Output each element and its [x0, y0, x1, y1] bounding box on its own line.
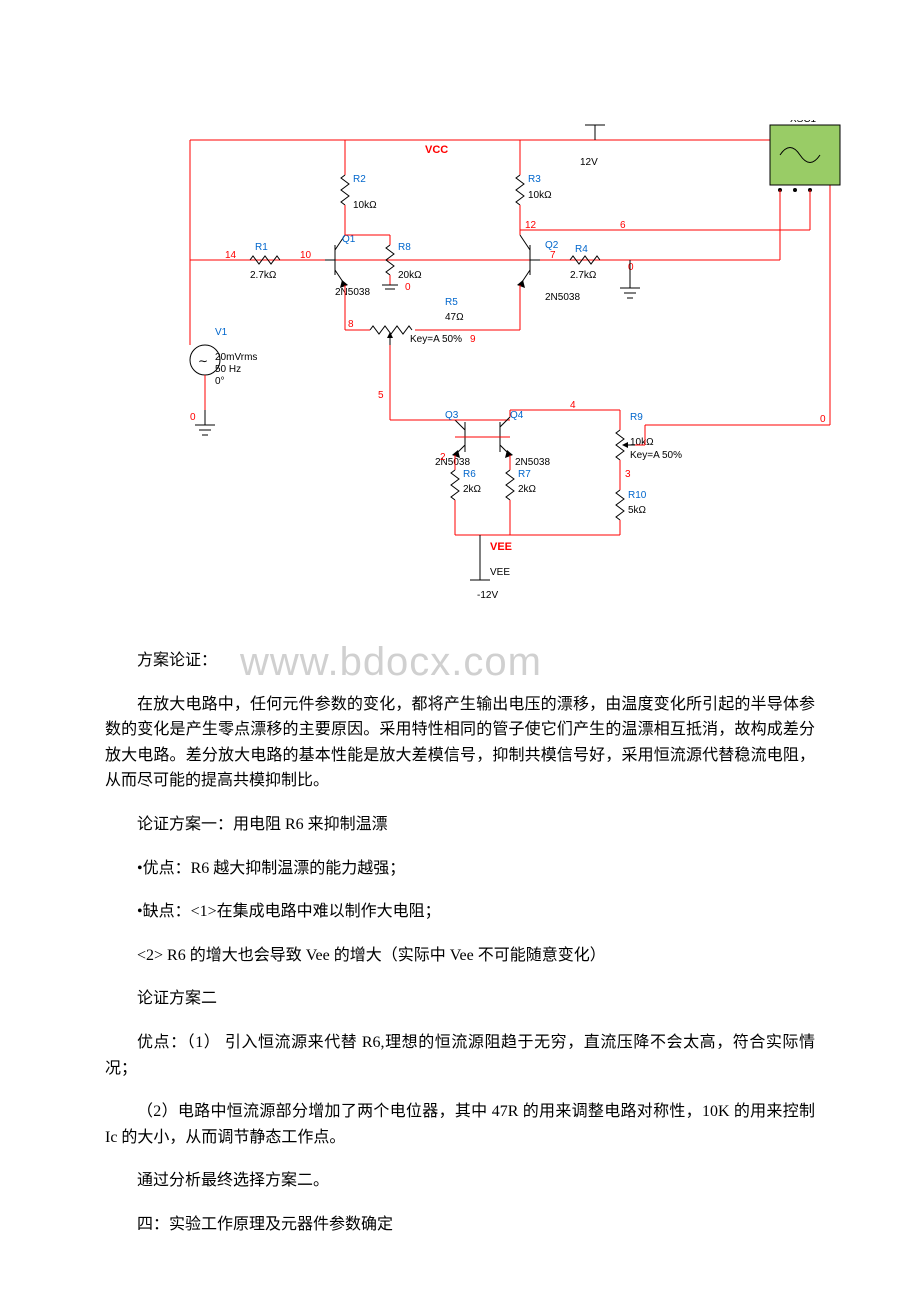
- r9-val: 10kΩ: [630, 437, 654, 448]
- node-12: 12: [525, 220, 537, 231]
- vcc-top-label: VCC: [580, 120, 601, 123]
- q3-label: Q3: [445, 410, 459, 421]
- node-0-right: 0: [820, 414, 826, 425]
- para-s1-dis1: •缺点：<1>在集成电路中难以制作大电阻；: [105, 899, 815, 925]
- para-intro: 在放大电路中，任何元件参数的变化，都将产生输出电压的漂移，由温度变化所引起的半导…: [105, 692, 815, 794]
- para-s1-adv: •优点：R6 越大抑制温漂的能力越强；: [105, 856, 815, 882]
- q2-type: 2N5038: [545, 292, 580, 303]
- r3-label: R3: [528, 174, 541, 185]
- r5-val: 47Ω: [445, 312, 464, 323]
- r1-val: 2.7kΩ: [250, 270, 277, 281]
- xsc1-label: XSC1: [790, 120, 817, 125]
- circuit-svg: VCC VCC 12V XSC1 R2 10kΩ R3 10kΩ 12 6 ∼ …: [150, 120, 850, 660]
- q4-type: 2N5038: [515, 457, 550, 468]
- node-8: 8: [348, 319, 354, 330]
- node-2: 2: [440, 452, 446, 463]
- r10-val: 5kΩ: [628, 505, 647, 516]
- r5-label: R5: [445, 297, 458, 308]
- node-6: 6: [620, 220, 626, 231]
- q1-label: Q1: [342, 234, 356, 245]
- document-body: 方案论证： 在放大电路中，任何元件参数的变化，都将产生输出电压的漂移，由温度变化…: [105, 648, 815, 1256]
- para-scheme1: 论证方案一：用电阻 R6 来抑制温漂: [105, 812, 815, 838]
- svg-text:∼: ∼: [198, 354, 208, 368]
- r4-val: 2.7kΩ: [570, 270, 597, 281]
- r5-key: Key=A 50%: [410, 334, 462, 345]
- r2-label: R2: [353, 174, 366, 185]
- r9-key: Key=A 50%: [630, 450, 682, 461]
- para-conclusion: 通过分析最终选择方案二。: [105, 1168, 815, 1194]
- r8-label: R8: [398, 242, 411, 253]
- node-0-r8: 0: [405, 282, 411, 293]
- v1-spec1: 20mVrms: [215, 352, 257, 363]
- r3-val: 10kΩ: [528, 190, 552, 201]
- para-section4: 四：实验工作原理及元器件参数确定: [105, 1212, 815, 1238]
- q4-label: Q4: [510, 410, 524, 421]
- node-5: 5: [378, 390, 384, 401]
- r1-label: R1: [255, 242, 268, 253]
- node-0-r4: 0: [628, 262, 634, 273]
- para-s2-adv1: 优点：（1） 引入恒流源来代替 R6,理想的恒流源阻趋于无穷，直流压降不会太高，…: [105, 1030, 815, 1081]
- node-7: 7: [550, 250, 556, 261]
- vee-volt-label: -12V: [477, 590, 498, 601]
- node-14: 14: [225, 250, 237, 261]
- v1-spec2: 50 Hz: [215, 364, 241, 375]
- v1-spec3: 0°: [215, 376, 225, 387]
- r7-label: R7: [518, 469, 531, 480]
- node-9: 9: [470, 334, 476, 345]
- circuit-diagram: VCC VCC 12V XSC1 R2 10kΩ R3 10kΩ 12 6 ∼ …: [150, 120, 850, 660]
- q1-type: 2N5038: [335, 287, 370, 298]
- r9-label: R9: [630, 412, 643, 423]
- node-4: 4: [570, 400, 576, 411]
- para-s2-adv2: （2）电路中恒流源部分增加了两个电位器，其中 47R 的用来调整电路对称性，10…: [105, 1099, 815, 1150]
- r4-label: R4: [575, 244, 588, 255]
- r6-val: 2kΩ: [463, 484, 482, 495]
- r2-val: 10kΩ: [353, 200, 377, 211]
- r7-val: 2kΩ: [518, 484, 537, 495]
- r6-label: R6: [463, 469, 476, 480]
- node-0-v1: 0: [190, 412, 196, 423]
- node-3: 3: [625, 469, 631, 480]
- r10-label: R10: [628, 490, 647, 501]
- vcc-left-label: VCC: [425, 144, 448, 156]
- vee-bottom-label: VEE: [490, 567, 510, 578]
- vee-mid-label: VEE: [490, 541, 512, 553]
- vcc-volt-label: 12V: [580, 157, 598, 168]
- para-s1-dis2: <2> R6 的增大也会导致 Vee 的增大（实际中 Vee 不可能随意变化）: [105, 943, 815, 969]
- r8-val: 20kΩ: [398, 270, 422, 281]
- v1-label: V1: [215, 327, 228, 338]
- para-scheme-argue: 方案论证：: [105, 648, 815, 674]
- para-scheme2: 论证方案二: [105, 986, 815, 1012]
- node-10: 10: [300, 250, 312, 261]
